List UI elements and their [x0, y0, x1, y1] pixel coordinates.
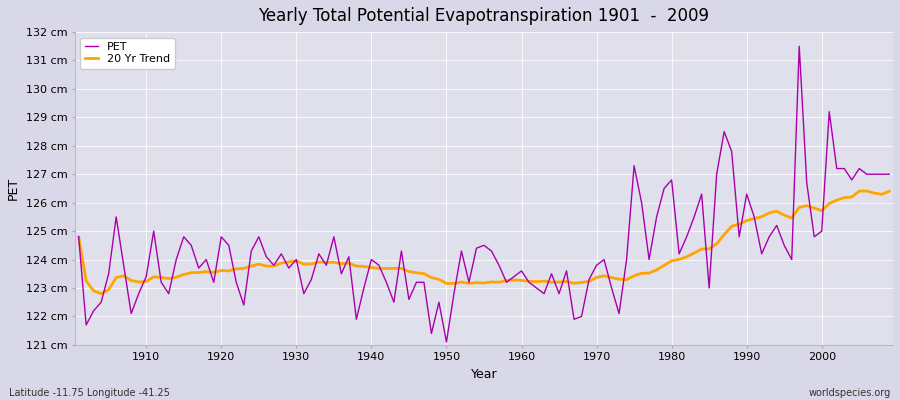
20 Yr Trend — [140, 279, 151, 284]
Legend: PET, 20 Yr Trend: PET, 20 Yr Trend — [80, 38, 175, 69]
Title: Yearly Total Potential Evapotranspiration 1901  -  2009: Yearly Total Potential Evapotranspiratio… — [258, 7, 709, 25]
20 Yr Trend — [306, 262, 317, 266]
PET — [299, 291, 310, 296]
20 Yr Trend — [884, 189, 895, 194]
20 Yr Trend — [516, 278, 526, 283]
Line: 20 Yr Trend: 20 Yr Trend — [78, 191, 889, 294]
PET — [516, 268, 526, 273]
20 Yr Trend — [614, 277, 625, 282]
20 Yr Trend — [95, 291, 106, 296]
20 Yr Trend — [351, 264, 362, 268]
PET — [794, 44, 805, 49]
20 Yr Trend — [854, 189, 865, 194]
X-axis label: Year: Year — [471, 368, 498, 381]
PET — [614, 311, 625, 316]
Line: PET: PET — [78, 46, 889, 342]
20 Yr Trend — [524, 279, 535, 284]
PET — [524, 280, 535, 285]
PET — [344, 254, 355, 259]
Y-axis label: PET: PET — [7, 177, 20, 200]
PET — [73, 234, 84, 239]
Text: worldspecies.org: worldspecies.org — [809, 388, 891, 398]
PET — [133, 291, 144, 296]
PET — [441, 340, 452, 344]
20 Yr Trend — [73, 234, 84, 239]
Text: Latitude -11.75 Longitude -41.25: Latitude -11.75 Longitude -41.25 — [9, 388, 170, 398]
PET — [884, 172, 895, 177]
